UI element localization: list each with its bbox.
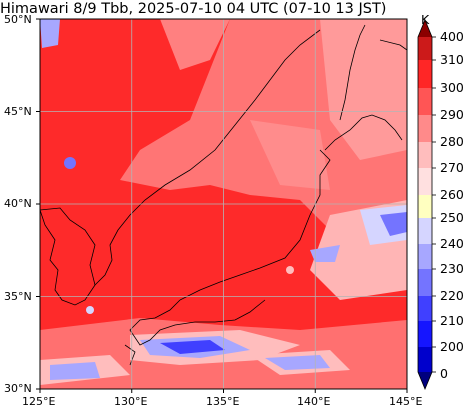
lon-tick-label: 135°E — [206, 395, 240, 408]
colorbar-tick-label: 230 — [440, 261, 464, 276]
colorbar-bin — [418, 37, 432, 60]
colorbar-bin — [418, 347, 432, 372]
colorbar-tick-label: 250 — [440, 210, 464, 225]
lat-tick-label: 35°N — [4, 290, 32, 303]
colorbar-bin — [418, 60, 432, 88]
colorbar-tick-label: 200 — [440, 339, 464, 354]
gridlines — [40, 19, 407, 389]
lon-tick-label: 125°E — [22, 395, 56, 408]
colorbar-unit: K — [421, 12, 430, 27]
lat-tick-label: 40°N — [4, 197, 32, 210]
lat-tick-label: 45°N — [4, 105, 32, 118]
colorbar-tick-label: 400 — [440, 29, 464, 44]
colorbar-bin — [418, 296, 432, 321]
colorbar-tick-label: 290 — [440, 107, 464, 122]
colorbar-tick-label: 210 — [440, 313, 464, 328]
lon-tick-label: 130°E — [114, 395, 148, 408]
colorbar — [417, 18, 436, 391]
lat-tick-label: 50°N — [4, 13, 32, 26]
colorbar-bin — [418, 321, 432, 347]
colorbar-tick-label: 240 — [440, 236, 464, 251]
colorbar-bin — [418, 269, 432, 296]
lon-tick-label: 145°E — [389, 395, 423, 408]
lon-tick-label: 140°E — [297, 395, 331, 408]
colorbar-tick-label: 260 — [440, 187, 464, 202]
colorbar-lower-extend — [418, 372, 432, 389]
colorbar-tick-label: 270 — [440, 160, 464, 175]
colorbar-tick-label: 0 — [440, 366, 448, 381]
colorbar-bin — [418, 168, 432, 195]
colorbar-tick-label: 220 — [440, 288, 464, 303]
colorbar-bin — [418, 218, 432, 244]
axis-ticks — [36, 18, 408, 393]
colorbar-bin — [418, 88, 432, 115]
colorbar-bin — [418, 142, 432, 168]
colorbar-bin — [418, 195, 432, 218]
colorbar-tick-label: 300 — [440, 80, 464, 95]
colorbar-tick-label: 280 — [440, 134, 464, 149]
colorbar-bin — [418, 115, 432, 142]
coastlines — [40, 24, 407, 366]
colorbar-bin — [418, 244, 432, 269]
lat-tick-label: 30°N — [4, 382, 32, 395]
map-title: Himawari 8/9 Tbb, 2025-07-10 04 UTC (07-… — [0, 1, 387, 17]
colorbar-tick-label: 310 — [440, 52, 464, 67]
colorbar-upper-extend — [418, 20, 432, 37]
